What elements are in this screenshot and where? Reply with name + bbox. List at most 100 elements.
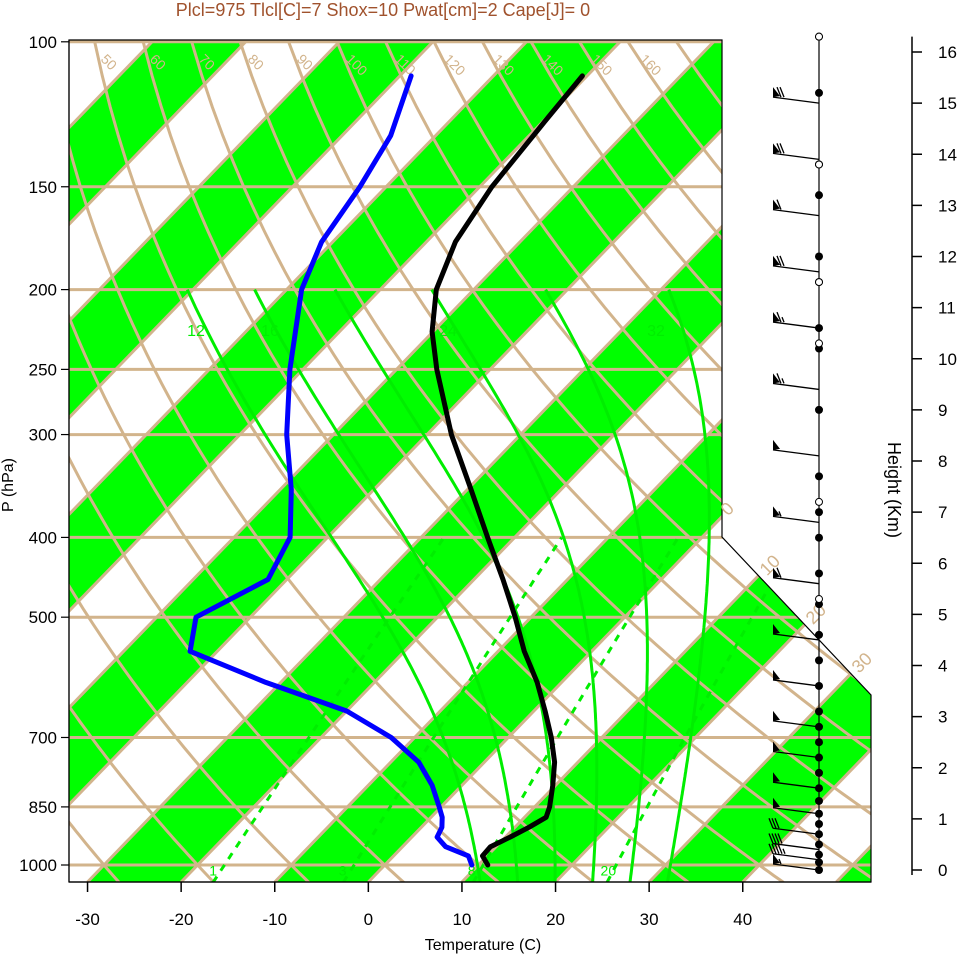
dewpoint-line [187, 73, 475, 868]
height-marker [815, 472, 823, 481]
dry-adiabat-line [0, 4, 24, 882]
pressure-tick-label: 100 [29, 33, 57, 52]
height-marker [815, 508, 823, 517]
height-marker [815, 88, 823, 97]
wind-feather [779, 143, 785, 154]
moist-adiabat-line [665, 289, 711, 882]
moist-adiabat-label: 32 [647, 323, 665, 340]
height-marker [815, 850, 823, 859]
height-marker [815, 819, 823, 828]
dry-adiabat-line [86, 40, 690, 882]
isotherm-line [69, 40, 623, 882]
wind-pennant [773, 312, 780, 323]
temperature-tick-label: -10 [262, 910, 287, 929]
moist-adiabat-label: 12 [187, 323, 205, 340]
height-tick-label: 10 [938, 350, 957, 369]
height-marker [815, 569, 823, 578]
wind-feather [779, 255, 785, 267]
wind-barb [772, 577, 820, 585]
wind-feather [774, 817, 780, 829]
height-tick-label: 14 [938, 145, 957, 164]
wind-barb [772, 633, 820, 641]
wind-pennant [773, 439, 780, 450]
height-marker [815, 858, 823, 867]
chart-title: Plcl=975 Tlcl[C]=7 Shox=10 Pwat[cm]=2 Ca… [176, 0, 590, 20]
wind-feather [777, 833, 783, 844]
wind-barb [772, 152, 820, 161]
height-tick-label: 0 [938, 861, 947, 880]
dry-adiabat-line [69, 40, 405, 882]
wind-feather [771, 843, 777, 855]
height-marker [815, 533, 823, 542]
wind-barb [772, 321, 820, 329]
temperature-tick-label: 30 [640, 910, 659, 929]
dry-adiabat-line [462, 40, 871, 882]
moist-adiabat-line [253, 288, 520, 882]
wind-feather [768, 843, 774, 855]
pressure-axis: 100 150 200 250 300 400 500 700 850 1000 [19, 33, 70, 882]
wind-feather [768, 833, 774, 844]
isotherm-line [69, 40, 717, 882]
dry-adiabat-line [69, 40, 595, 882]
wind-feather [777, 843, 783, 855]
wind-half-feather [781, 378, 785, 384]
wind-feather [776, 567, 782, 578]
wind-half-feather [778, 858, 782, 865]
height-marker-open [815, 339, 823, 348]
height-marker-open [815, 595, 823, 604]
pressure-tick-label: 200 [29, 281, 57, 300]
temperature-axis: -30 -20 -10 0 10 20 30 40 [69, 881, 871, 929]
height-marker [815, 630, 823, 639]
wind-barb-column [768, 32, 823, 874]
pressure-tick-label: 150 [29, 178, 57, 197]
isotherm-line [69, 40, 249, 882]
height-tick-label: 13 [938, 196, 957, 215]
height-tick-label: 11 [938, 299, 956, 318]
wind-pennant [773, 567, 780, 578]
wind-feather [776, 199, 782, 210]
moist-adiabat-label: 24 [439, 323, 457, 340]
isotherm-band [69, 40, 622, 882]
wind-feather [774, 843, 780, 855]
temperature-line [429, 73, 585, 868]
wind-barb [772, 382, 820, 391]
mixing-ratio-label: 1 [209, 862, 217, 878]
height-marker [815, 405, 823, 414]
wind-pennant [773, 710, 780, 721]
moist-adiabat-line [430, 288, 599, 882]
height-tick-label: 1 [938, 810, 947, 829]
height-tick-label: 2 [938, 759, 947, 778]
wind-feather [776, 86, 782, 98]
wind-barb [772, 679, 820, 687]
dry-adiabat-line [180, 40, 871, 882]
wind-half-feather [781, 316, 785, 323]
pressure-tick-label: 300 [29, 426, 57, 445]
height-marker-open [815, 278, 823, 287]
height-marker [815, 768, 823, 777]
wind-pennant [773, 255, 780, 266]
pressure-tick-label: 500 [29, 608, 57, 627]
wind-feather [771, 817, 777, 829]
mixing-ratio-line [342, 536, 563, 882]
temperature-tick-label: 10 [452, 910, 471, 929]
wind-pennant [773, 506, 780, 517]
moist-adiabat-line [185, 288, 482, 882]
wind-feather [776, 143, 782, 154]
wind-barb [772, 96, 820, 104]
mixing-ratio-label: 3 [339, 862, 347, 878]
dry-adiabat-line [934, 4, 961, 882]
dry-adiabat-line [69, 40, 216, 882]
wind-pennant [773, 199, 780, 210]
wind-feather [776, 311, 782, 323]
height-marker-open [815, 32, 823, 41]
wind-pennant [773, 854, 780, 864]
y2-axis-label: Height (Km) [884, 442, 904, 538]
isotherm-line [69, 40, 436, 882]
dry-adiabat-label: 120 [441, 51, 469, 79]
height-tick-label: 12 [938, 248, 957, 267]
mixing-ratio-line [605, 536, 799, 882]
mixing-ratio-label: 20 [601, 862, 617, 878]
wind-pennant [773, 143, 780, 154]
